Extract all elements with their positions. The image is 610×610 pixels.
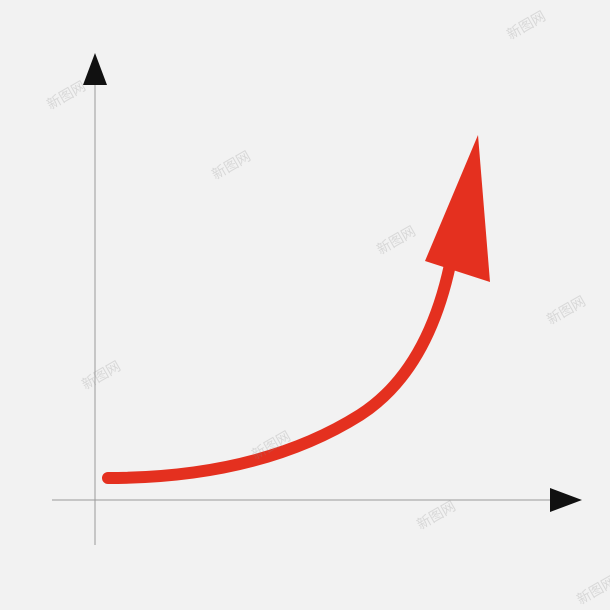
y-axis-arrowhead-icon bbox=[83, 53, 107, 85]
growth-diagram bbox=[0, 0, 610, 610]
growth-curve-arrowhead-icon bbox=[425, 135, 490, 282]
x-axis-arrowhead-icon bbox=[550, 488, 582, 512]
